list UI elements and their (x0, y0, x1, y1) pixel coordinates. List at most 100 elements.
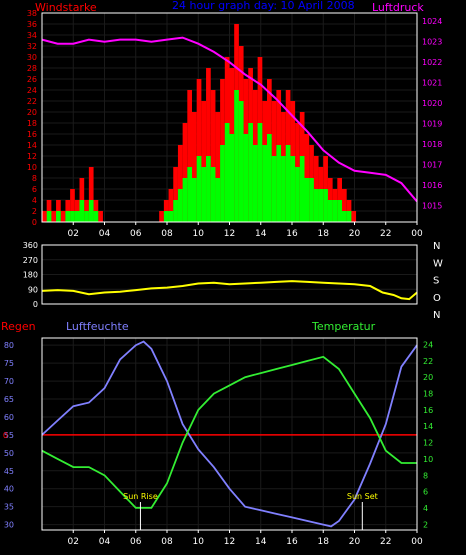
wind-tick-label: 34 (27, 31, 37, 40)
wind-gust-bar (70, 189, 75, 222)
humidity-plot-frame (41, 337, 418, 531)
temperature-tick-label: 22 (423, 357, 433, 366)
wind-avg-bar (70, 211, 75, 222)
wind-tick-label: 30 (27, 53, 37, 62)
wind-x-tick-label: 04 (99, 229, 111, 239)
wind-x-tick-label: 08 (161, 229, 173, 239)
wind-tick-label: 24 (27, 86, 37, 95)
temperature-tick-label: 14 (423, 422, 433, 431)
sun-event-label: Sun Set (347, 492, 378, 501)
wind-avg-bar (206, 156, 211, 222)
wind-avg-bar (215, 178, 221, 222)
wind-avg-bar (168, 211, 174, 222)
wind-avg-bar (196, 156, 202, 222)
wind-avg-bar (304, 178, 310, 222)
wind-avg-bar (220, 145, 225, 222)
direction-tick-label: 270 (23, 256, 38, 265)
wind-tick-label: 14 (27, 141, 37, 150)
temperature-tick-label: 2 (423, 520, 428, 529)
humidity-x-tick-label: 08 (161, 537, 173, 547)
wind-avg-bar (295, 167, 300, 222)
pressure-tick-label: 1024 (422, 17, 442, 26)
wind-gust-bar (88, 167, 94, 222)
pressure-tick-label: 1020 (422, 99, 442, 108)
wind-gust-bar (42, 211, 47, 222)
wind-gust-bar (177, 145, 183, 222)
wind-avg-bar (79, 200, 85, 222)
wind-gust-bar (60, 211, 66, 222)
wind-avg-bar (281, 156, 286, 222)
wind-avg-bar (46, 211, 52, 222)
temperature-axis-title: Temperatur (311, 320, 376, 333)
wind-tick-label: 4 (32, 196, 37, 205)
temperature-tick-label: 10 (423, 455, 433, 464)
wind-gust-bar (196, 79, 202, 222)
pressure-tick-label: 1023 (422, 38, 442, 47)
humidity-tick-label: 50 (4, 449, 14, 458)
compass-label: S (433, 276, 439, 287)
pressure-tick-label: 1015 (422, 202, 442, 211)
wind-avg-bar (262, 145, 267, 222)
humidity-tick-label: 75 (4, 359, 14, 368)
sun-event-label: Sun Rise (123, 492, 158, 501)
humidity-x-tick-label: 18 (318, 537, 330, 547)
wind-avg-bar (337, 200, 342, 222)
wind-avg-bar (201, 167, 207, 222)
wind-gust-bar (159, 211, 164, 222)
wind-gust-bar (351, 211, 357, 222)
humidity-axis-title: Luftfeuchte (66, 320, 129, 333)
wind-tick-label: 12 (27, 152, 37, 161)
wind-x-tick-label: 12 (224, 229, 235, 239)
direction-tick-label: 90 (28, 285, 38, 294)
wind-gust-bar (182, 123, 188, 222)
wind-gust-bar (206, 68, 211, 222)
wind-gust-bar (187, 90, 192, 222)
wind-tick-label: 0 (32, 218, 37, 227)
wind-avg-bar (342, 211, 347, 222)
wind-tick-label: 20 (27, 108, 37, 117)
wind-avg-bar (318, 189, 324, 222)
wind-tick-label: 32 (27, 42, 37, 51)
wind-x-tick-label: 06 (130, 229, 142, 239)
temperature-tick-label: 4 (423, 504, 428, 513)
pressure-tick-label: 1018 (422, 140, 442, 149)
wind-avg-bar (248, 123, 253, 222)
wind-tick-label: 28 (27, 64, 37, 73)
wind-x-tick-label: 20 (349, 229, 361, 239)
wind-axis-title: Windstarke (35, 1, 97, 14)
wind-avg-bar (327, 200, 333, 222)
compass-label: W (433, 258, 443, 269)
wind-avg-bar (290, 156, 296, 222)
wind-avg-bar (238, 101, 244, 222)
temperature-tick-label: 16 (423, 406, 433, 415)
wind-avg-bar (177, 189, 183, 222)
humidity-x-tick-label: 16 (286, 537, 298, 547)
wind-gust-bar (192, 112, 197, 222)
humidity-x-tick-label: 20 (349, 537, 361, 547)
wind-x-tick-label: 16 (286, 229, 298, 239)
wind-tick-label: 22 (27, 97, 37, 106)
compass-label: O (433, 293, 441, 304)
temperature-tick-label: 18 (423, 390, 433, 399)
wind-avg-bar (163, 211, 169, 222)
humidity-x-tick-label: 12 (224, 537, 235, 547)
wind-avg-bar (84, 211, 89, 222)
humidity-tick-label: 55 (4, 431, 14, 440)
direction-tick-label: 180 (23, 271, 38, 280)
wind-avg-bar (192, 178, 197, 222)
humidity-x-tick-label: 02 (68, 537, 79, 547)
chart-title: 24 hour graph day: 10 April 2008 (172, 0, 355, 12)
pressure-tick-label: 1016 (422, 181, 442, 190)
humidity-tick-label: 40 (4, 485, 14, 494)
pressure-tick-label: 1019 (422, 120, 442, 129)
wind-x-tick-label: 10 (193, 229, 205, 239)
wind-tick-label: 38 (27, 9, 37, 18)
wind-tick-label: 26 (27, 75, 37, 84)
pressure-line (41, 36, 418, 203)
wind-avg-bar (346, 211, 352, 222)
humidity-temperature-chart: 3035404550556065707580246810121416182022… (3, 337, 433, 547)
direction-tick-label: 360 (23, 241, 38, 250)
wind-avg-bar (267, 134, 272, 222)
